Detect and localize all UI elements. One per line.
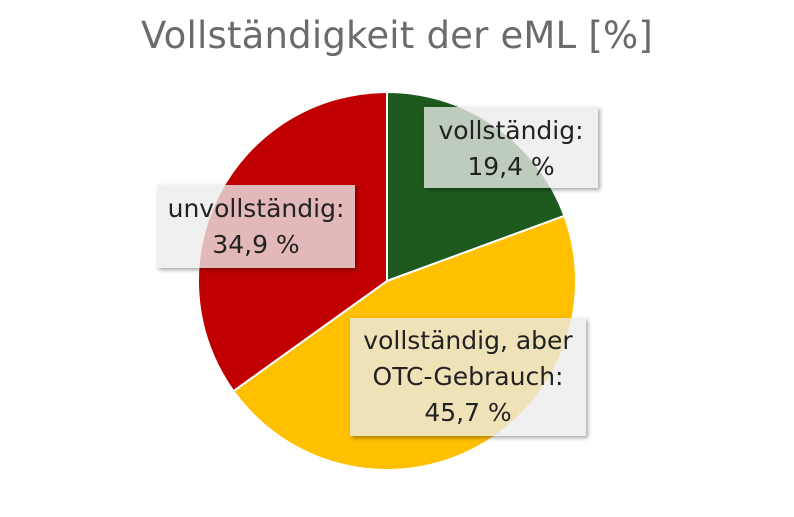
slice-value-otc: 45,7 %: [424, 398, 512, 427]
slice-value-vollstaendig: 19,4 %: [467, 152, 555, 181]
data-label-unvollstaendig: unvollständig: 34,9 %: [157, 185, 355, 268]
data-label-vollstaendig: vollständig: 19,4 %: [424, 107, 598, 188]
data-label-otc: vollständig, aber OTC-Gebrauch: 45,7 %: [350, 318, 586, 436]
slice-value-unvollstaendig: 34,9 %: [212, 230, 300, 259]
slice-label-otc-line1: vollständig, aber: [363, 326, 573, 355]
chart-title: Vollständigkeit der eML [%]: [141, 14, 653, 57]
slice-label-vollstaendig: vollständig:: [438, 116, 584, 145]
slice-label-otc-line2: OTC-Gebrauch:: [372, 362, 564, 391]
slice-label-unvollstaendig: unvollständig:: [167, 194, 345, 223]
